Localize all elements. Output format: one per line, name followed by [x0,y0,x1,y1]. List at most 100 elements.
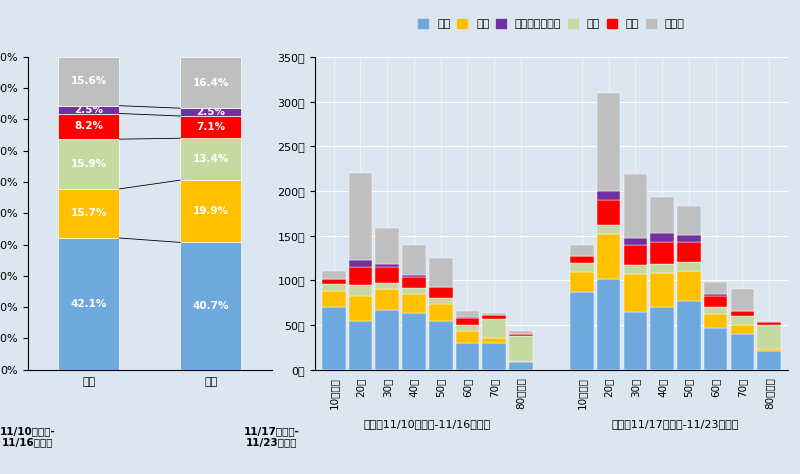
Bar [509,336,533,361]
Text: 2.5%: 2.5% [74,105,103,115]
Text: 15.7%: 15.7% [70,209,107,219]
Bar [349,320,372,370]
Bar [677,242,701,262]
Bar [623,265,647,274]
Bar [375,289,399,310]
Bar [322,280,346,284]
Bar [322,271,346,280]
Bar [58,238,119,370]
Bar [704,296,727,307]
Bar [704,282,727,294]
Text: 7.1%: 7.1% [196,122,226,132]
Bar [322,307,346,370]
Bar [349,296,372,320]
Text: 15.9%: 15.9% [71,159,107,169]
Bar [482,315,506,319]
Bar [650,307,674,370]
Bar [375,267,399,283]
Text: 16.4%: 16.4% [193,78,229,88]
Bar [402,294,426,313]
Bar [58,113,119,139]
Bar [623,311,647,370]
Bar [180,57,242,108]
Bar [482,319,506,338]
Text: 今週　11/17（火）-11/23（月）: 今週 11/17（火）-11/23（月） [612,419,739,429]
Bar [570,272,594,292]
Bar [570,292,594,370]
Bar [456,343,479,370]
Bar [58,139,119,189]
Bar [597,92,621,191]
Text: 15.6%: 15.6% [71,76,107,86]
Text: 前週　11/10（火）-11/16（月）: 前週 11/10（火）-11/16（月） [364,419,491,429]
Bar [180,242,242,370]
Bar [58,189,119,238]
Bar [650,233,674,242]
Bar [597,234,621,279]
Bar [509,361,533,362]
Bar [58,57,119,106]
Bar [704,294,727,296]
Bar [456,331,479,343]
Bar [597,279,621,370]
Bar [677,206,701,235]
Bar [758,349,781,351]
Bar [704,307,727,314]
Bar [677,271,701,301]
Bar [650,273,674,307]
Bar [375,264,399,267]
Bar [375,228,399,264]
Bar [623,274,647,311]
Text: 13.4%: 13.4% [193,154,229,164]
Bar [730,316,754,325]
Bar [597,225,621,234]
Bar [677,301,701,370]
Bar [429,303,453,321]
Bar [730,325,754,334]
Bar [704,314,727,328]
Bar [456,317,479,318]
Bar [758,351,781,370]
Bar [758,325,781,349]
Text: 40.7%: 40.7% [193,301,229,311]
Bar [758,320,781,322]
Bar [180,138,242,180]
Bar [730,289,754,311]
Text: 8.2%: 8.2% [74,121,103,131]
Text: 11/10（火）-
11/16（月）: 11/10（火）- 11/16（月） [0,426,56,447]
Bar [597,200,621,225]
Text: 2.5%: 2.5% [196,107,226,117]
Bar [677,235,701,242]
Bar [509,362,533,370]
Bar [650,197,674,233]
Bar [349,267,372,285]
Bar [349,285,372,296]
Bar [650,264,674,273]
Bar [482,312,506,315]
Bar [456,325,479,331]
Bar [429,288,453,298]
Bar [349,260,372,267]
Bar [482,343,506,370]
Legend: 同居, 職場, 接待を伴う飲食, 施設, 会食, その他: 同居, 職場, 接待を伴う飲食, 施設, 会食, その他 [418,18,684,29]
Bar [180,108,242,116]
Bar [402,313,426,370]
Bar [509,331,533,334]
Bar [570,245,594,256]
Bar [482,338,506,343]
Bar [180,180,242,242]
Bar [730,311,754,316]
Bar [456,311,479,317]
Bar [402,246,426,275]
Bar [623,238,647,246]
Bar [758,322,781,325]
Bar [180,116,242,138]
Bar [429,321,453,370]
Text: 11/17（火）-
11/23（月）: 11/17（火）- 11/23（月） [244,426,300,447]
Bar [402,275,426,277]
Bar [650,242,674,264]
Bar [456,318,479,325]
Bar [375,310,399,370]
Bar [349,173,372,260]
Bar [429,287,453,288]
